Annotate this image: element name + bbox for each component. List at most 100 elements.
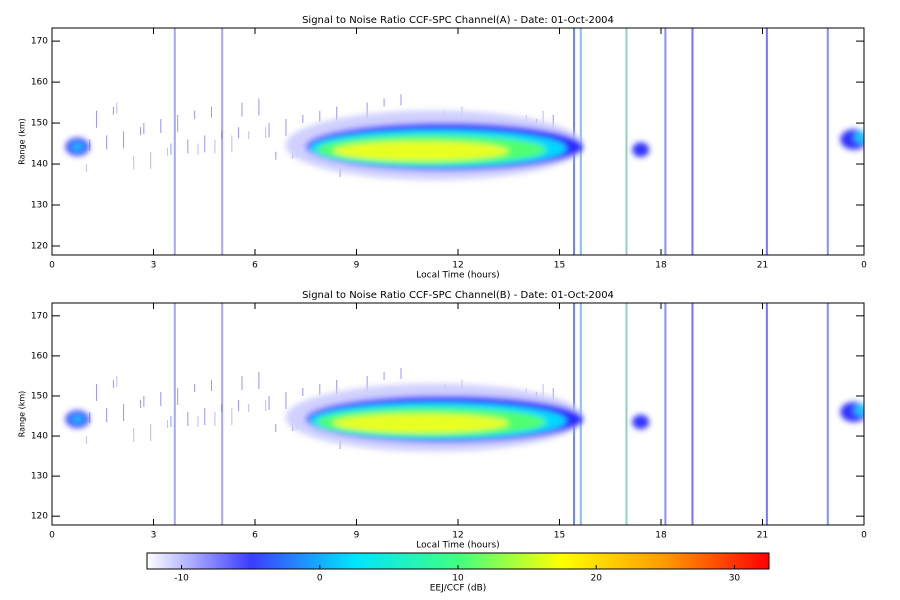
echo-layer	[853, 131, 864, 144]
streak	[542, 110, 544, 128]
streak	[204, 135, 206, 153]
streak	[248, 403, 250, 412]
y-axis-label: Range (km)	[18, 118, 27, 165]
colorbar-tick-label: -10	[174, 574, 189, 584]
y-tick-label: 120	[31, 512, 48, 522]
x-tick-label: 6	[252, 531, 258, 541]
colorbar-tick-label: 0	[317, 574, 323, 584]
streak	[765, 303, 768, 525]
streak	[95, 383, 97, 401]
echo-layer	[70, 414, 85, 425]
streak	[765, 28, 768, 255]
streak	[139, 399, 141, 408]
streak	[366, 102, 368, 120]
echo	[65, 110, 864, 181]
streak	[160, 391, 162, 406]
streak	[89, 411, 91, 423]
streak	[187, 139, 189, 154]
streak	[336, 106, 338, 121]
streak	[366, 375, 368, 393]
x-tick-label: 15	[554, 531, 565, 541]
streak	[197, 143, 199, 155]
x-tick-label: 0	[49, 531, 55, 541]
streak	[177, 114, 179, 132]
streak	[268, 395, 270, 410]
echo-layer	[632, 414, 650, 430]
streak	[285, 391, 287, 409]
echo-layer	[853, 403, 864, 417]
streak	[167, 147, 169, 156]
x-axis-label: Local Time (hours)	[416, 271, 499, 281]
streak	[214, 411, 216, 426]
colorbar-label: EEJ/CCF (dB)	[430, 584, 487, 594]
y-tick-label: 150	[31, 119, 48, 129]
streak	[400, 367, 402, 379]
echo-layer	[632, 142, 650, 158]
streak	[123, 131, 125, 149]
streak	[268, 123, 270, 138]
streak	[319, 110, 321, 122]
streak	[221, 28, 224, 255]
x-axis-label: Local Time (hours)	[416, 541, 499, 551]
colorbar-tick-label: 30	[729, 574, 741, 584]
streak	[214, 139, 216, 154]
streak	[231, 135, 233, 153]
y-tick-label: 150	[31, 391, 48, 401]
streak	[285, 118, 287, 136]
streak	[197, 416, 199, 428]
streak	[275, 151, 277, 160]
y-tick-label: 140	[31, 160, 48, 170]
streak	[85, 436, 87, 445]
streak	[167, 420, 169, 429]
streak	[552, 387, 554, 402]
streak	[123, 403, 125, 421]
streak	[112, 106, 114, 115]
streak	[552, 114, 554, 129]
streak	[265, 127, 267, 139]
streak	[221, 303, 224, 525]
streak	[170, 143, 172, 155]
streak	[221, 131, 223, 140]
streak	[258, 98, 260, 116]
streak	[691, 303, 694, 525]
echo-layer	[70, 141, 85, 152]
streak	[106, 407, 108, 422]
streak	[383, 371, 385, 380]
streak	[204, 407, 206, 425]
streak	[664, 303, 667, 525]
streak	[319, 383, 321, 395]
streak	[400, 94, 402, 106]
streak	[275, 424, 277, 433]
streak	[133, 428, 135, 443]
streak	[691, 28, 694, 255]
streak	[664, 28, 667, 255]
streak	[248, 131, 250, 140]
streak	[173, 28, 176, 255]
echo-layer	[332, 141, 509, 161]
streak	[85, 164, 87, 173]
streak	[150, 151, 152, 169]
y-tick-label: 130	[31, 472, 48, 482]
streak	[258, 371, 260, 389]
streak	[211, 379, 213, 391]
streak	[231, 407, 233, 425]
streak	[170, 416, 172, 428]
streak	[177, 387, 179, 405]
echo-layer	[332, 413, 509, 433]
streak	[112, 379, 114, 388]
image	[65, 28, 864, 255]
y-tick-label: 140	[31, 432, 48, 442]
streak	[625, 28, 628, 255]
chart-title: Signal to Noise Ratio CCF-SPC Channel(B)…	[302, 290, 614, 301]
streak	[826, 303, 829, 525]
colorbar-tick-label: 10	[452, 574, 464, 584]
x-tick-label: 9	[354, 531, 360, 541]
y-axis-label: Range (km)	[18, 391, 27, 438]
streak	[143, 123, 145, 135]
echo	[65, 383, 864, 452]
x-tick-label: 21	[757, 531, 768, 541]
streak	[238, 399, 240, 411]
x-tick-label: 18	[655, 261, 667, 271]
streak	[241, 102, 243, 117]
